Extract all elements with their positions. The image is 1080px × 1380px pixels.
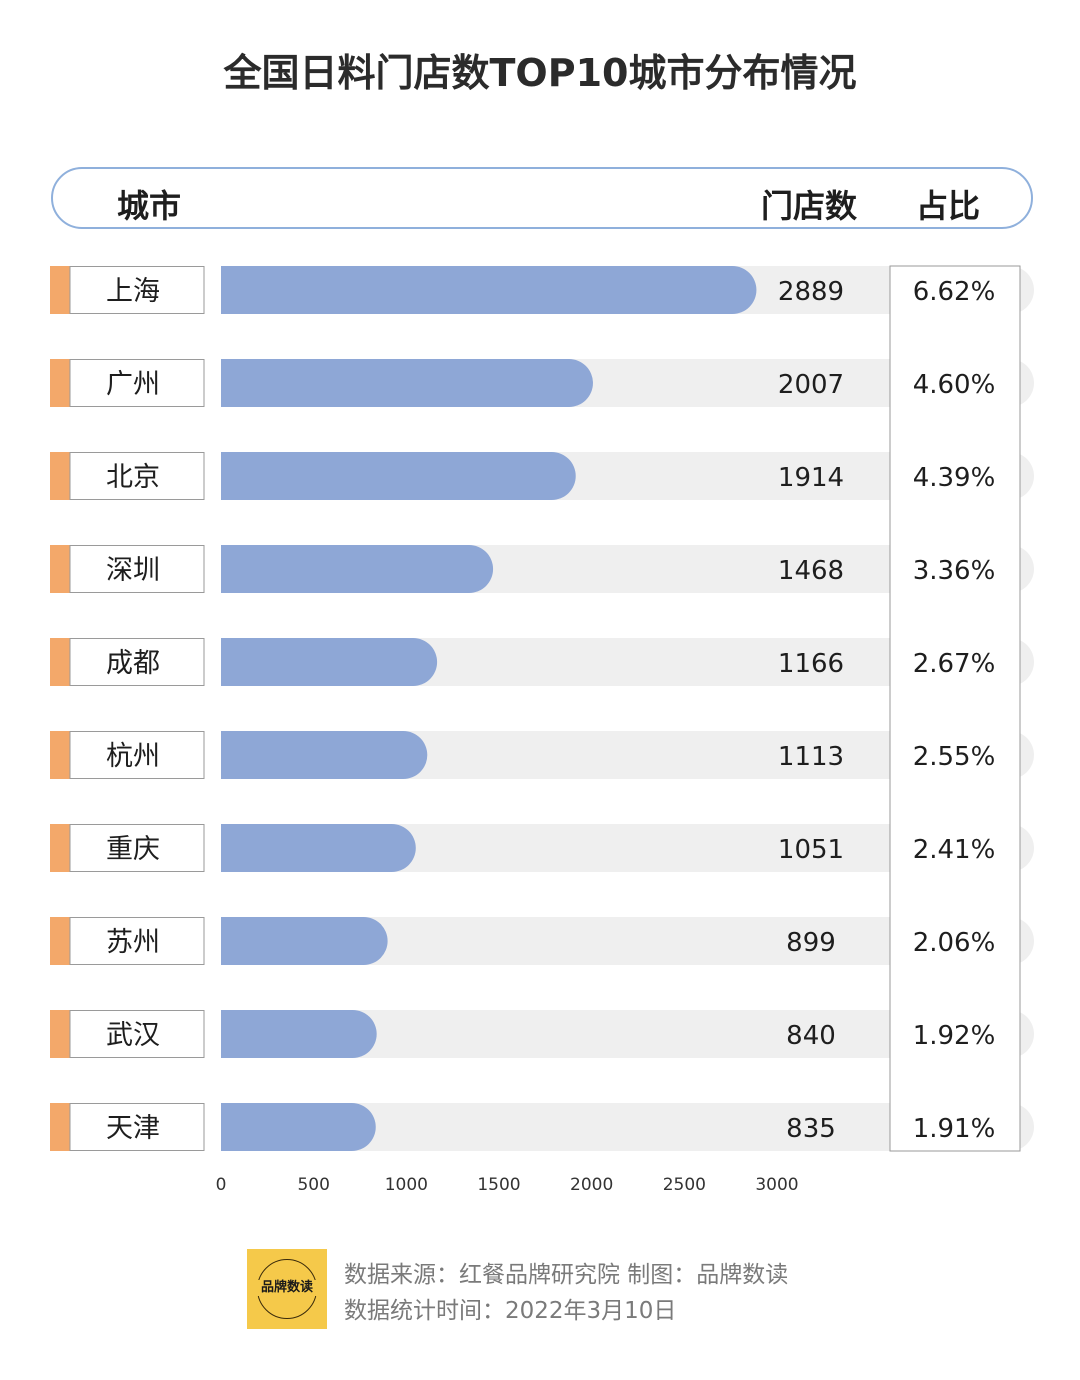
count-label: 1914 [778,463,844,493]
chart-title: 全国日料门店数TOP10城市分布情况 [223,51,857,95]
city-label-box [69,452,205,500]
share-label: 2.55% [913,742,996,772]
share-label: 1.92% [913,1021,996,1051]
share-label: 1.91% [913,1114,996,1144]
value-bar [221,452,576,500]
city-label: 重庆 [106,834,160,865]
city-accent [50,731,70,779]
count-label: 2889 [778,277,844,307]
share-label: 4.39% [913,463,996,493]
city-label: 广州 [106,369,160,400]
source-note: 数据来源：红餐品牌研究院 制图：品牌数读 [344,1262,789,1288]
city-label-box [69,824,205,872]
count-label: 1051 [778,835,844,865]
city-accent [50,452,70,500]
count-label: 899 [786,928,836,958]
city-accent [50,545,70,593]
value-bar [221,731,428,780]
city-label: 苏州 [106,927,160,958]
value-bar [221,824,416,872]
city-label: 武汉 [106,1020,160,1051]
city-label-box [69,638,205,686]
share-label: 6.62% [913,277,996,307]
value-bar [221,638,438,686]
city-label-box [69,545,205,593]
city-label: 天津 [106,1113,160,1144]
city-accent [50,1010,70,1058]
value-bar [221,359,593,407]
city-label: 杭州 [106,741,160,772]
value-bar [221,545,494,593]
share-column-box [889,265,1021,1152]
header-city: 城市 [117,187,182,225]
count-label: 1113 [778,742,844,772]
header-share: 占比 [916,187,981,225]
city-label-box [69,1010,205,1058]
logo-text: 品牌数读 [247,1280,327,1296]
share-label: 4.60% [913,370,996,400]
x-tick-label: 3000 [755,1175,798,1195]
x-tick-label: 2500 [663,1175,706,1195]
header-count: 门店数 [761,187,858,225]
city-label: 北京 [106,462,160,493]
city-label: 上海 [106,276,160,307]
count-label: 2007 [778,370,844,400]
share-label: 2.06% [913,928,996,958]
count-label: 835 [786,1114,836,1144]
value-bar [221,266,757,314]
city-label: 成都 [106,648,160,679]
share-label: 2.41% [913,835,996,865]
share-label: 3.36% [913,556,996,586]
brand-logo: 品牌数读 [247,1249,327,1329]
city-label: 深圳 [106,555,160,586]
share-label: 2.67% [913,649,996,679]
city-accent [50,266,70,314]
count-label: 1166 [778,649,844,679]
city-accent [50,359,70,407]
city-label-box [69,917,205,965]
value-bar [221,917,388,965]
table-header: 城市 门店数 占比 [51,167,1033,229]
city-accent [50,824,70,872]
city-accent [50,638,70,686]
city-label-box [69,359,205,407]
value-bar [221,1010,377,1058]
bar-chart: 上海 2889 6.62% 广州 2007 4.60% 北京 1914 4.39% 深圳 1468 3… [50,265,1034,1195]
count-label: 840 [786,1021,836,1051]
x-tick-label: 500 [297,1175,329,1195]
value-bar [221,1103,376,1151]
x-tick-label: 0 [216,1175,227,1195]
city-label-box [69,731,205,779]
city-label-box [69,266,205,314]
x-tick-label: 1000 [385,1175,428,1195]
x-tick-label: 2000 [570,1175,613,1195]
city-accent [50,1103,70,1151]
city-label-box [69,1103,205,1151]
date-note: 数据统计时间：2022年3月10日 [344,1298,677,1324]
city-accent [50,917,70,965]
count-label: 1468 [778,556,844,586]
x-tick-label: 1500 [477,1175,520,1195]
